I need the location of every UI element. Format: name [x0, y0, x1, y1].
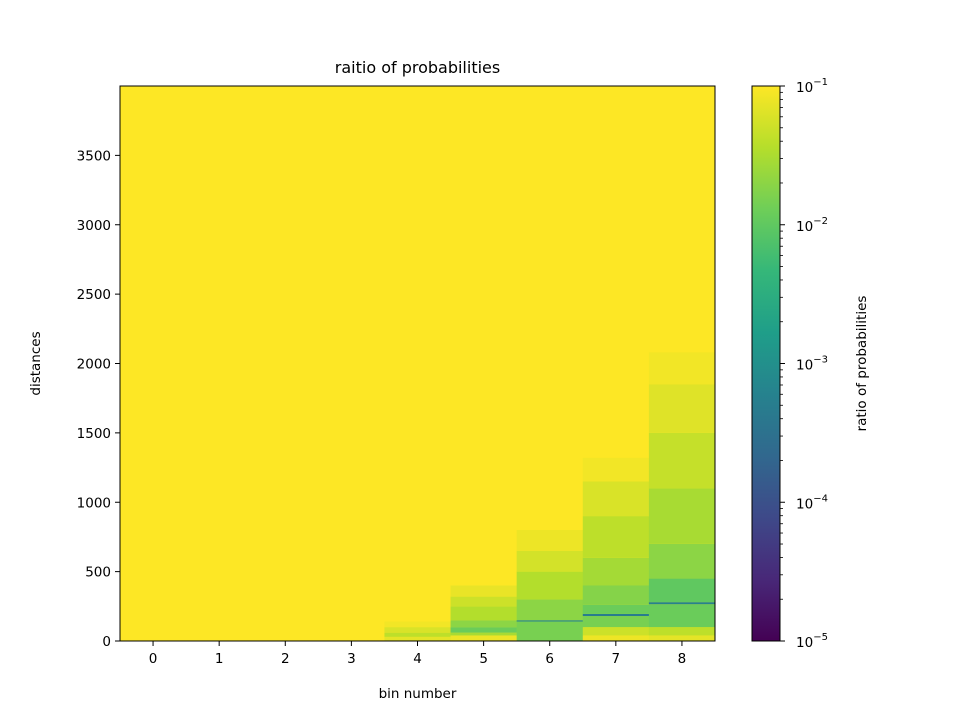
heatmap-cell	[384, 627, 451, 633]
heatmap-cell	[516, 620, 584, 622]
heatmap-cell	[582, 585, 650, 605]
colorbar	[751, 85, 781, 642]
colorbar-tick-label: 10−2	[796, 216, 828, 235]
heatmap-cell	[648, 635, 716, 641]
heatmap-cell	[648, 488, 716, 544]
heatmap-cell	[582, 616, 650, 628]
colorbar-label: ratio of probabilities	[854, 296, 870, 432]
colorbar-ticks: 10−1 10−2 10−3 10−4 10−5	[780, 77, 828, 651]
heatmap-cell	[582, 613, 650, 617]
heatmap-cell	[516, 550, 584, 572]
y-tick-label: 2500	[77, 287, 111, 303]
heatmap-cell	[582, 457, 650, 482]
y-axis-label: distances	[28, 331, 44, 395]
heatmap-cell	[582, 604, 650, 614]
heatmap-cell	[648, 602, 716, 605]
x-tick-label: 1	[215, 651, 224, 667]
heatmap-cell	[384, 636, 451, 641]
colorbar-tick-label: 10−1	[796, 77, 828, 96]
x-axis-label: bin number	[379, 686, 457, 702]
x-tick-label: 6	[545, 651, 554, 667]
heatmap-cell	[450, 606, 517, 621]
y-tick-label: 3000	[77, 218, 111, 234]
heatmap-cell	[582, 516, 650, 558]
heatmap-cell	[450, 627, 517, 633]
heatmap-cell	[384, 621, 451, 628]
heatmap-cell	[384, 632, 451, 637]
x-tick-label: 5	[479, 651, 488, 667]
x-tick-label: 8	[678, 651, 687, 667]
heatmap-cell	[648, 604, 716, 628]
x-tick-label: 2	[281, 651, 290, 667]
heatmap-cell	[648, 543, 716, 579]
heatmap-cell	[450, 585, 517, 597]
y-tick-label: 500	[85, 565, 111, 581]
y-tick-label: 1500	[77, 426, 111, 442]
heatmap-cell	[648, 627, 716, 636]
heatmap-cell	[648, 578, 716, 603]
heatmap-cell	[516, 571, 584, 600]
heatmap-cell	[516, 621, 584, 641]
y-tick-label: 1000	[77, 495, 111, 511]
y-tick-label: 3500	[77, 148, 111, 164]
heatmap-cell	[648, 432, 716, 489]
x-tick-label: 3	[347, 651, 356, 667]
heatmap-cell	[450, 635, 517, 641]
y-tick-label: 2000	[77, 357, 111, 373]
colorbar-tick-label: 10−5	[796, 632, 828, 651]
axes: 0 1 2 3 4 5 6 7 8 0 500 1000 1500 2000 2500 3000 3500	[77, 148, 687, 667]
heatmap-cell	[582, 557, 650, 586]
heatmap-cell	[450, 620, 517, 628]
heatmap-cell	[582, 481, 650, 517]
chart-title: raitio of probabilities	[335, 58, 500, 77]
heatmap-cells	[120, 86, 716, 641]
x-tick-label: 0	[149, 651, 158, 667]
heatmap-cell	[450, 632, 517, 636]
x-tick-label: 4	[413, 651, 422, 667]
heatmap-cell	[648, 384, 716, 433]
heatmap-cell	[648, 352, 716, 385]
colorbar-tick-label: 10−3	[796, 355, 828, 374]
y-tick-label: 0	[102, 634, 111, 650]
x-tick-label: 7	[612, 651, 621, 667]
heatmap-cell	[516, 599, 584, 621]
heatmap-cell	[582, 635, 650, 641]
heatmap-cell	[516, 530, 584, 551]
heatmap-cell	[582, 627, 650, 636]
colorbar-tick-label: 10−4	[796, 493, 828, 512]
heatmap-cell	[450, 596, 517, 607]
